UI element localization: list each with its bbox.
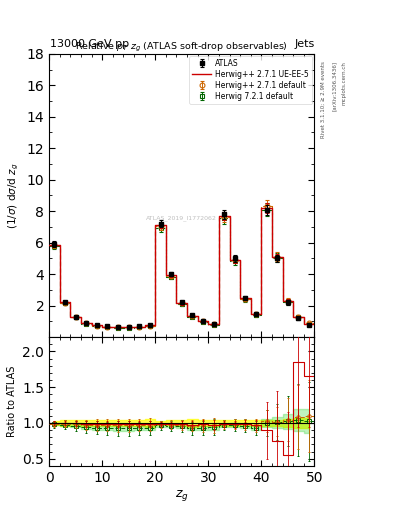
Herwig++ 2.7.1 UE-EE-5 — [195, 318, 200, 324]
Herwig++ 2.7.1 UE-EE-5 — [110, 324, 115, 330]
X-axis label: $z_g$: $z_g$ — [175, 487, 189, 503]
Y-axis label: $(1/\sigma)$ d$\sigma$/d $z_g$: $(1/\sigma)$ d$\sigma$/d $z_g$ — [7, 162, 21, 229]
Herwig++ 2.7.1 UE-EE-5 — [132, 324, 136, 330]
Herwig++ 2.7.1 UE-EE-5 — [89, 320, 94, 326]
Text: ATLAS_2019_I1772062: ATLAS_2019_I1772062 — [146, 215, 217, 221]
Line: Herwig++ 2.7.1 UE-EE-5: Herwig++ 2.7.1 UE-EE-5 — [49, 208, 314, 327]
Herwig++ 2.7.1 UE-EE-5 — [301, 321, 306, 327]
Herwig++ 2.7.1 UE-EE-5 — [57, 242, 62, 248]
Herwig++ 2.7.1 UE-EE-5 — [259, 311, 264, 317]
Herwig++ 2.7.1 UE-EE-5 — [174, 272, 179, 279]
Legend: ATLAS, Herwig++ 2.7.1 UE-EE-5, Herwig++ 2.7.1 default, Herwig 7.2.1 default: ATLAS, Herwig++ 2.7.1 UE-EE-5, Herwig++ … — [189, 56, 312, 104]
Herwig++ 2.7.1 UE-EE-5 — [280, 298, 285, 304]
Herwig++ 2.7.1 UE-EE-5 — [68, 314, 73, 320]
Herwig++ 2.7.1 UE-EE-5 — [79, 320, 83, 326]
Herwig++ 2.7.1 UE-EE-5 — [270, 205, 274, 211]
Herwig++ 2.7.1 UE-EE-5 — [206, 321, 211, 327]
Herwig++ 2.7.1 UE-EE-5 — [227, 213, 232, 219]
Herwig++ 2.7.1 UE-EE-5 — [280, 254, 285, 260]
Herwig++ 2.7.1 UE-EE-5 — [291, 314, 296, 320]
Herwig++ 2.7.1 UE-EE-5 — [142, 324, 147, 330]
Herwig++ 2.7.1 UE-EE-5 — [206, 318, 211, 324]
Y-axis label: Ratio to ATLAS: Ratio to ATLAS — [7, 366, 17, 437]
Herwig++ 2.7.1 UE-EE-5 — [217, 321, 221, 327]
Herwig++ 2.7.1 UE-EE-5 — [185, 300, 189, 306]
Herwig++ 2.7.1 UE-EE-5 — [89, 323, 94, 329]
Herwig++ 2.7.1 UE-EE-5 — [57, 300, 62, 306]
Herwig++ 2.7.1 UE-EE-5 — [185, 313, 189, 319]
Herwig++ 2.7.1 UE-EE-5 — [132, 324, 136, 330]
Text: Jets: Jets — [294, 38, 314, 49]
Herwig++ 2.7.1 UE-EE-5 — [248, 311, 253, 317]
Herwig++ 2.7.1 UE-EE-5 — [153, 222, 158, 228]
Text: [arXiv:1306.3436]: [arXiv:1306.3436] — [332, 61, 337, 112]
Herwig++ 2.7.1 UE-EE-5 — [163, 272, 168, 279]
Herwig++ 2.7.1 UE-EE-5 — [163, 222, 168, 228]
Herwig++ 2.7.1 UE-EE-5 — [291, 298, 296, 304]
Herwig++ 2.7.1 UE-EE-5 — [100, 324, 105, 330]
Herwig++ 2.7.1 UE-EE-5 — [217, 213, 221, 219]
Herwig++ 2.7.1 UE-EE-5 — [142, 323, 147, 329]
Herwig++ 2.7.1 UE-EE-5 — [68, 300, 73, 306]
Text: mcplots.cern.ch: mcplots.cern.ch — [342, 61, 347, 105]
Herwig++ 2.7.1 UE-EE-5 — [100, 323, 105, 329]
Herwig++ 2.7.1 UE-EE-5 — [195, 313, 200, 319]
Herwig++ 2.7.1 UE-EE-5 — [121, 324, 126, 330]
Text: Rivet 3.1.10; ≥ 2.9M events: Rivet 3.1.10; ≥ 2.9M events — [320, 61, 325, 138]
Herwig++ 2.7.1 UE-EE-5 — [121, 324, 126, 330]
Herwig++ 2.7.1 UE-EE-5 — [174, 300, 179, 306]
Herwig++ 2.7.1 UE-EE-5 — [301, 314, 306, 320]
Herwig++ 2.7.1 UE-EE-5 — [110, 324, 115, 330]
Herwig++ 2.7.1 UE-EE-5 — [153, 323, 158, 329]
Herwig++ 2.7.1 UE-EE-5 — [270, 254, 274, 260]
Herwig++ 2.7.1 UE-EE-5 — [312, 321, 317, 327]
Herwig++ 2.7.1 UE-EE-5 — [79, 314, 83, 320]
Herwig++ 2.7.1 UE-EE-5 — [238, 257, 242, 263]
Herwig++ 2.7.1 UE-EE-5 — [47, 242, 51, 248]
Herwig++ 2.7.1 UE-EE-5 — [259, 205, 264, 211]
Title: Relative $p_T$ $z_g$ (ATLAS soft-drop observables): Relative $p_T$ $z_g$ (ATLAS soft-drop ob… — [75, 40, 288, 54]
Herwig++ 2.7.1 UE-EE-5 — [227, 257, 232, 263]
Text: 13000 GeV pp: 13000 GeV pp — [50, 38, 129, 49]
Herwig++ 2.7.1 UE-EE-5 — [238, 295, 242, 302]
Herwig++ 2.7.1 UE-EE-5 — [248, 295, 253, 302]
